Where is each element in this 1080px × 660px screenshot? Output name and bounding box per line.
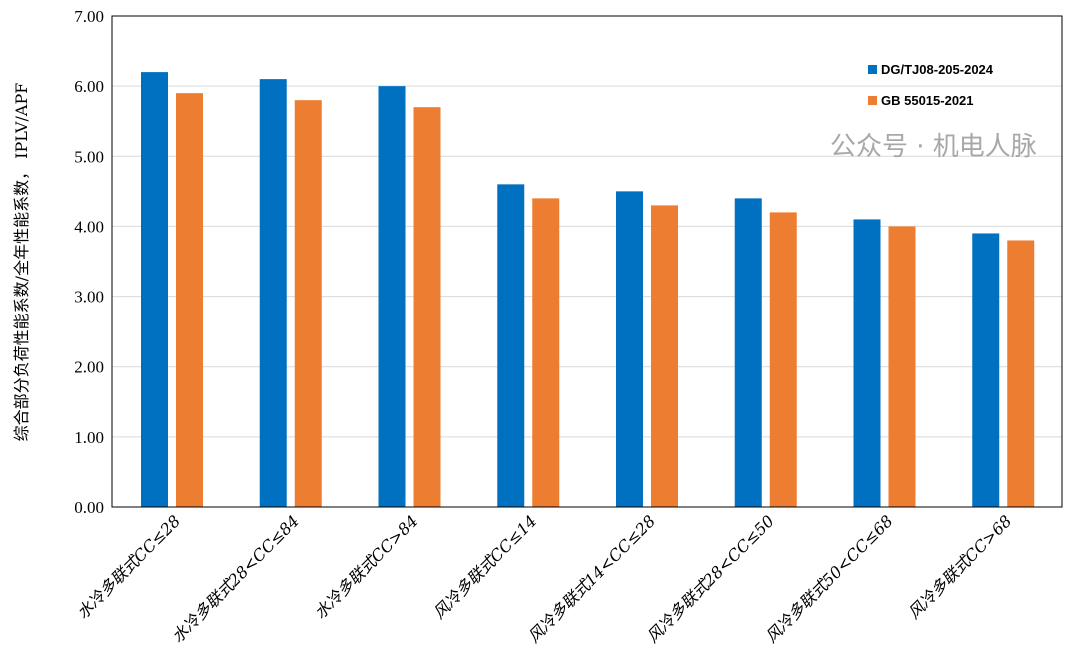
gridlines xyxy=(112,15,1062,508)
bars xyxy=(141,72,1035,508)
bar-series-1-0 xyxy=(176,93,203,508)
x-tick-label: 风冷多联式28<CC≤50 xyxy=(643,511,778,646)
bar-series-1-5 xyxy=(769,212,797,507)
y-tick-label: 3.00 xyxy=(74,288,104,307)
legend-swatch-1 xyxy=(868,96,877,105)
bar-series-0-7 xyxy=(972,233,1000,507)
bar-series-0-6 xyxy=(853,219,881,507)
legend-swatch-0 xyxy=(868,65,877,74)
bar-series-1-3 xyxy=(532,198,560,507)
y-tick-label: 0.00 xyxy=(74,498,104,517)
x-tick-label: 水冷多联式28<CC≤84 xyxy=(168,511,303,646)
y-tick-label: 1.00 xyxy=(74,428,104,447)
legend: DG/TJ08-205-2024 GB 55015-2021 xyxy=(868,62,994,108)
bar-series-1-4 xyxy=(651,205,678,507)
bar-series-0-2 xyxy=(378,86,406,508)
x-tick-label: 水冷多联式CC≤28 xyxy=(73,511,184,622)
bar-series-0-3 xyxy=(497,184,525,508)
x-tick-label: 风冷多联式14<CC≤28 xyxy=(524,511,659,646)
y-tick-labels: 0.00 1.00 2.00 3.00 4.00 5.00 6.00 7.00 xyxy=(74,7,104,517)
x-tick-label: 风冷多联式CC≤14 xyxy=(429,511,540,622)
legend-label-1: GB 55015-2021 xyxy=(881,93,974,108)
bar-series-1-2 xyxy=(413,107,441,507)
bar-series-1-1 xyxy=(294,100,322,508)
y-tick-label: 5.00 xyxy=(74,147,104,166)
y-axis-label: 综合部分负荷性能系数/全年性能系数， IPLV/APF xyxy=(12,83,31,442)
x-tick-label: 风冷多联式50<CC≤68 xyxy=(762,511,897,646)
bar-series-0-4 xyxy=(616,191,643,507)
bar-series-0-5 xyxy=(734,198,762,507)
y-tick-label: 4.00 xyxy=(74,217,104,236)
bar-series-1-7 xyxy=(1007,240,1035,507)
bar-series-0-0 xyxy=(141,72,168,507)
y-tick-label: 7.00 xyxy=(74,7,104,26)
plot-frame xyxy=(111,15,1063,508)
x-tick-label: 水冷多联式CC>84 xyxy=(310,511,421,622)
watermark: 公众号 · 机电人脉 xyxy=(830,132,1037,162)
y-tick-label: 2.00 xyxy=(74,358,104,377)
x-tick-label: 风冷多联式CC>68 xyxy=(904,511,1015,622)
bar-series-1-6 xyxy=(888,226,916,507)
y-tick-label: 6.00 xyxy=(74,77,104,96)
legend-label-0: DG/TJ08-205-2024 xyxy=(881,62,994,77)
bar-series-0-1 xyxy=(259,79,287,507)
